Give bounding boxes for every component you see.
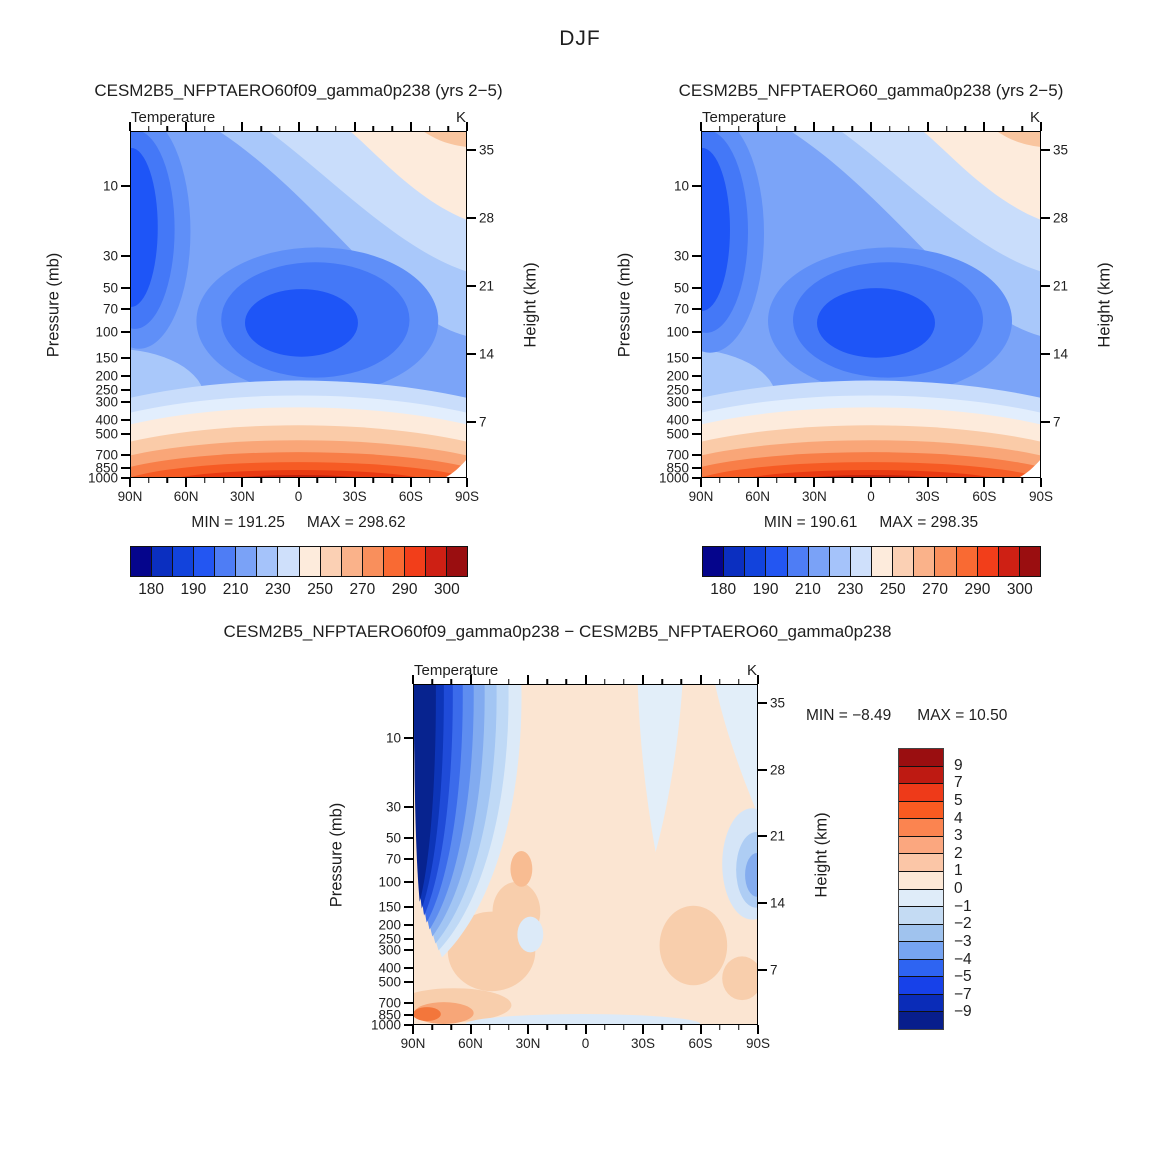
- panel-top-right: CESM2B5_NFPTAERO60_gamma0p238 (yrs 2−5) …: [616, 81, 1114, 531]
- lat-ticks-bottom: [129, 478, 468, 487]
- panel-difference-minmax: MIN = −8.49 MAX = 10.50: [806, 707, 1007, 725]
- temperature-contour-field-left: [131, 132, 466, 477]
- height-tick-labels: 35 28 21 14 7: [770, 695, 786, 978]
- height-ticks: [467, 131, 476, 478]
- latitude-tick-labels: 90N 60N 30N 0 30S 60S 90S: [400, 1036, 771, 1051]
- min-value: MIN = 191.25: [191, 514, 285, 531]
- pressure-tick-labels: 10 30 50 70 100 150 200 250 300 400 500 700 850 1000: [87, 178, 118, 486]
- panel-difference-plot-area: [413, 684, 758, 1025]
- height-axis-title: Height (km): [1095, 261, 1114, 348]
- pressure-tick-labels: 10 30 50 70 100 150 200 250 300 400 500 700 850 1000: [658, 178, 689, 486]
- temperature-colorbar-right-labels: 180 190 210 230 250 270 290 300: [710, 581, 1033, 598]
- lat-ticks-bottom: [700, 478, 1042, 487]
- pressure-axis-title: Pressure (mb): [327, 802, 346, 907]
- lat-ticks-top: [129, 122, 468, 131]
- height-ticks: [758, 684, 767, 1025]
- panel-top-right-units-label: K: [1029, 109, 1040, 126]
- panel-top-left-field-label: Temperature: [131, 109, 216, 126]
- lat-ticks-top: [412, 675, 759, 684]
- panel-difference-field-label: Temperature: [414, 662, 499, 679]
- difference-colorbar: [898, 748, 944, 1030]
- max-value: MAX = 298.62: [306, 514, 406, 531]
- latitude-tick-labels: 90N 60N 30N 0 30S 60S 90S: [117, 489, 480, 504]
- panel-top-left-plot-area: [130, 131, 467, 478]
- temperature-colorbar-left: [130, 546, 468, 577]
- height-ticks: [1041, 131, 1050, 478]
- pressure-axis-title: Pressure (mb): [44, 252, 63, 357]
- pressure-axis-title: Pressure (mb): [615, 252, 634, 357]
- pressure-ticks: [692, 131, 701, 479]
- height-axis-title: Height (km): [521, 261, 540, 348]
- panel-difference-units-label: K: [746, 662, 757, 679]
- panel-top-left-title: CESM2B5_NFPTAERO60f09_gamma0p238 (yrs 2−…: [94, 81, 503, 100]
- panel-top-right-title: CESM2B5_NFPTAERO60_gamma0p238 (yrs 2−5): [678, 81, 1064, 100]
- panel-difference-title: CESM2B5_NFPTAERO60f09_gamma0p238 − CESM2…: [223, 622, 892, 641]
- temperature-contour-field-right: [702, 132, 1040, 477]
- panel-top-right-plot-area: [701, 131, 1041, 478]
- min-value: MIN = 190.61: [763, 514, 858, 531]
- max-value: MAX = 298.35: [879, 514, 979, 531]
- panel-top-left-minmax: MIN = 191.25 MAX = 298.62: [191, 514, 405, 532]
- latitude-tick-labels: 90N 60N 30N 0 30S 60S 90S: [688, 489, 1054, 504]
- panel-top-right-minmax: MIN = 190.61 MAX = 298.35: [764, 514, 978, 532]
- difference-colorbar-labels: 9 7 5 4 3 2 1 0 −1 −2 −3 −4 −5 −7 −9: [954, 756, 972, 1021]
- height-tick-labels: 35 28 21 14 7: [479, 142, 495, 430]
- pressure-ticks: [404, 684, 413, 1026]
- pressure-ticks: [121, 131, 130, 479]
- max-value: MAX = 10.50: [917, 707, 1008, 724]
- height-tick-labels: 35 28 21 14 7: [1053, 142, 1069, 430]
- lat-ticks-top: [700, 122, 1042, 131]
- temperature-difference-contour-field: [414, 685, 757, 1024]
- temperature-colorbar-left-labels: 180 190 210 230 250 270 290 300: [138, 581, 460, 598]
- height-axis-title: Height (km): [812, 811, 831, 898]
- figure-title: DJF: [559, 27, 601, 50]
- temperature-colorbar-right: [702, 546, 1041, 577]
- panel-top-right-field-label: Temperature: [702, 109, 787, 126]
- lat-ticks-bottom: [412, 1025, 759, 1034]
- panel-difference: CESM2B5_NFPTAERO60f09_gamma0p238 − CESM2…: [224, 622, 892, 1051]
- min-value: MIN = −8.49: [806, 707, 892, 724]
- panel-top-left-units-label: K: [455, 109, 466, 126]
- panel-top-left: CESM2B5_NFPTAERO60f09_gamma0p238 (yrs 2−…: [45, 81, 540, 531]
- pressure-tick-labels: 10 30 50 70 100 150 200 250 300 400 500 700 850 1000: [370, 730, 401, 1033]
